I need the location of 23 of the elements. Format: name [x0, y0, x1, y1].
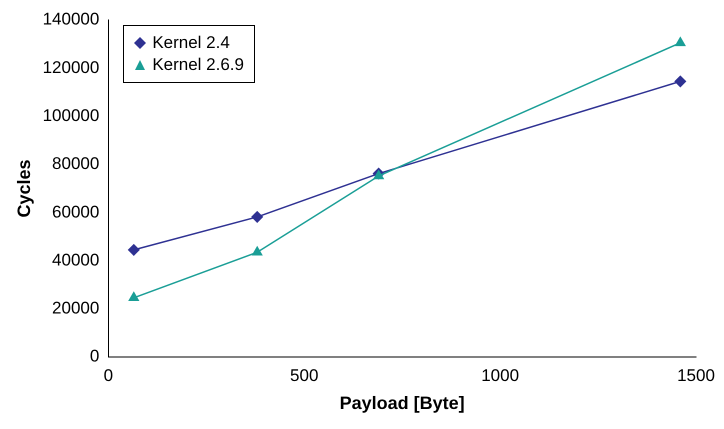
point [675, 37, 686, 46]
legend-label: Kernel 2.6.9 [152, 54, 244, 76]
x-axis-title: Payload [Byte] [340, 393, 465, 414]
x-tick-label: 1000 [481, 366, 520, 385]
legend-label: Kernel 2.4 [152, 32, 230, 54]
y-axis-title: Cycles [14, 159, 34, 218]
point [674, 76, 686, 88]
point [252, 246, 262, 256]
y-tick-label: 140000 [42, 10, 100, 29]
point [374, 170, 384, 180]
y-tick-label: 100000 [42, 106, 100, 125]
y-tick-label: 0 [90, 346, 100, 366]
y-tick-label: 60000 [52, 202, 100, 222]
x-tick-label: 1500 [677, 366, 715, 385]
y-tick-label: 20000 [52, 298, 100, 318]
y-tick-label: 80000 [52, 154, 100, 174]
point [128, 292, 139, 302]
point [251, 211, 263, 223]
point [128, 244, 140, 256]
y-tick-label: 40000 [52, 250, 100, 270]
y-tick-label: 120000 [42, 58, 100, 77]
x-tick-label: 500 [290, 366, 318, 385]
x-tick-label: 0 [104, 366, 114, 385]
